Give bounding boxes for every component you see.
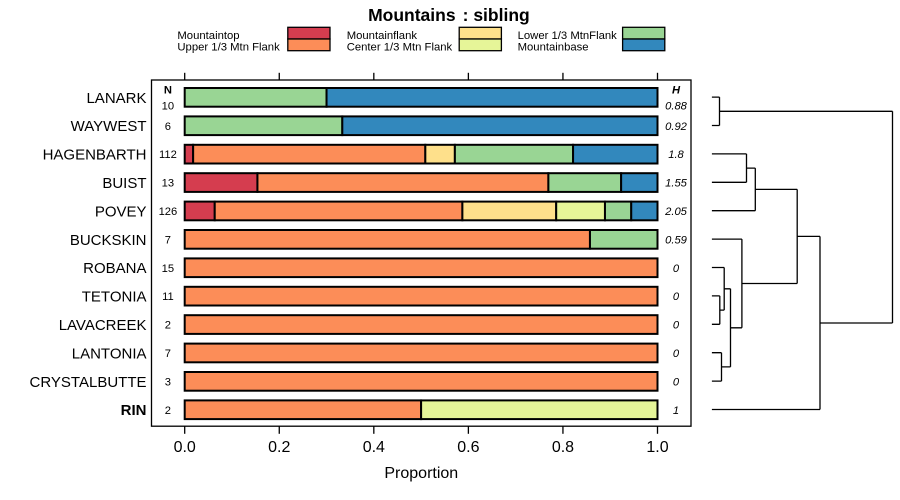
svg-text:10: 10 xyxy=(162,100,174,112)
svg-text:0.0: 0.0 xyxy=(174,439,196,456)
svg-text:0.6: 0.6 xyxy=(457,439,479,456)
svg-text:Mountainflank: Mountainflank xyxy=(347,30,418,42)
svg-text:1.55: 1.55 xyxy=(665,178,688,190)
svg-text:6: 6 xyxy=(165,121,171,133)
svg-text:0.92: 0.92 xyxy=(665,121,688,133)
svg-text:2.05: 2.05 xyxy=(664,206,688,218)
svg-text:CRYSTALBUTTE: CRYSTALBUTTE xyxy=(30,374,147,391)
svg-text:2: 2 xyxy=(165,405,171,417)
svg-text:LANTONIA: LANTONIA xyxy=(72,345,147,362)
svg-text:7: 7 xyxy=(165,234,171,246)
svg-text:0: 0 xyxy=(673,376,680,388)
svg-text:Mountainbase: Mountainbase xyxy=(518,42,589,54)
svg-text:126: 126 xyxy=(159,206,178,218)
svg-text:TETONIA: TETONIA xyxy=(82,289,147,306)
svg-text:2: 2 xyxy=(165,320,171,332)
svg-text:7: 7 xyxy=(165,348,171,360)
svg-text:Proportion: Proportion xyxy=(384,465,458,482)
svg-text:BUCKSKIN: BUCKSKIN xyxy=(70,232,147,249)
svg-text:0.8: 0.8 xyxy=(552,439,574,456)
svg-text:BUIST: BUIST xyxy=(102,175,146,192)
svg-text:HAGENBARTH: HAGENBARTH xyxy=(43,147,147,164)
svg-text:112: 112 xyxy=(159,149,177,161)
svg-text:RIN: RIN xyxy=(121,402,147,419)
svg-text:LANARK: LANARK xyxy=(86,90,146,107)
svg-text:Mountaintop: Mountaintop xyxy=(177,30,239,42)
svg-text:0: 0 xyxy=(673,320,680,332)
svg-text:0.2: 0.2 xyxy=(268,439,290,456)
svg-text:15: 15 xyxy=(162,263,174,275)
svg-text:0: 0 xyxy=(673,348,680,360)
svg-text:0: 0 xyxy=(673,263,680,275)
svg-text:H: H xyxy=(672,85,681,97)
svg-text:N: N xyxy=(164,85,172,97)
svg-text:ROBANA: ROBANA xyxy=(83,260,146,277)
svg-text:0.4: 0.4 xyxy=(363,439,385,456)
svg-text:3: 3 xyxy=(165,376,171,388)
svg-text:1: 1 xyxy=(673,405,679,417)
svg-text:11: 11 xyxy=(162,291,174,303)
svg-text:1.8: 1.8 xyxy=(668,149,684,161)
svg-text:POVEY: POVEY xyxy=(95,203,147,220)
svg-text:0.59: 0.59 xyxy=(665,234,687,246)
svg-text:Lower 1/3 MtnFlank: Lower 1/3 MtnFlank xyxy=(518,30,618,42)
svg-text:13: 13 xyxy=(162,178,174,190)
svg-text:Upper 1/3 Mtn Flank: Upper 1/3 Mtn Flank xyxy=(177,42,280,54)
svg-text:LAVACREEK: LAVACREEK xyxy=(59,317,147,334)
svg-text:Center 1/3 Mtn Flank: Center 1/3 Mtn Flank xyxy=(347,42,453,54)
svg-text:0.88: 0.88 xyxy=(665,100,688,112)
svg-text:WAYWEST: WAYWEST xyxy=(71,118,147,135)
svg-text:0: 0 xyxy=(673,291,680,303)
svg-text:Mountains : sibling: Mountains : sibling xyxy=(368,5,530,25)
svg-text:1.0: 1.0 xyxy=(646,439,668,456)
